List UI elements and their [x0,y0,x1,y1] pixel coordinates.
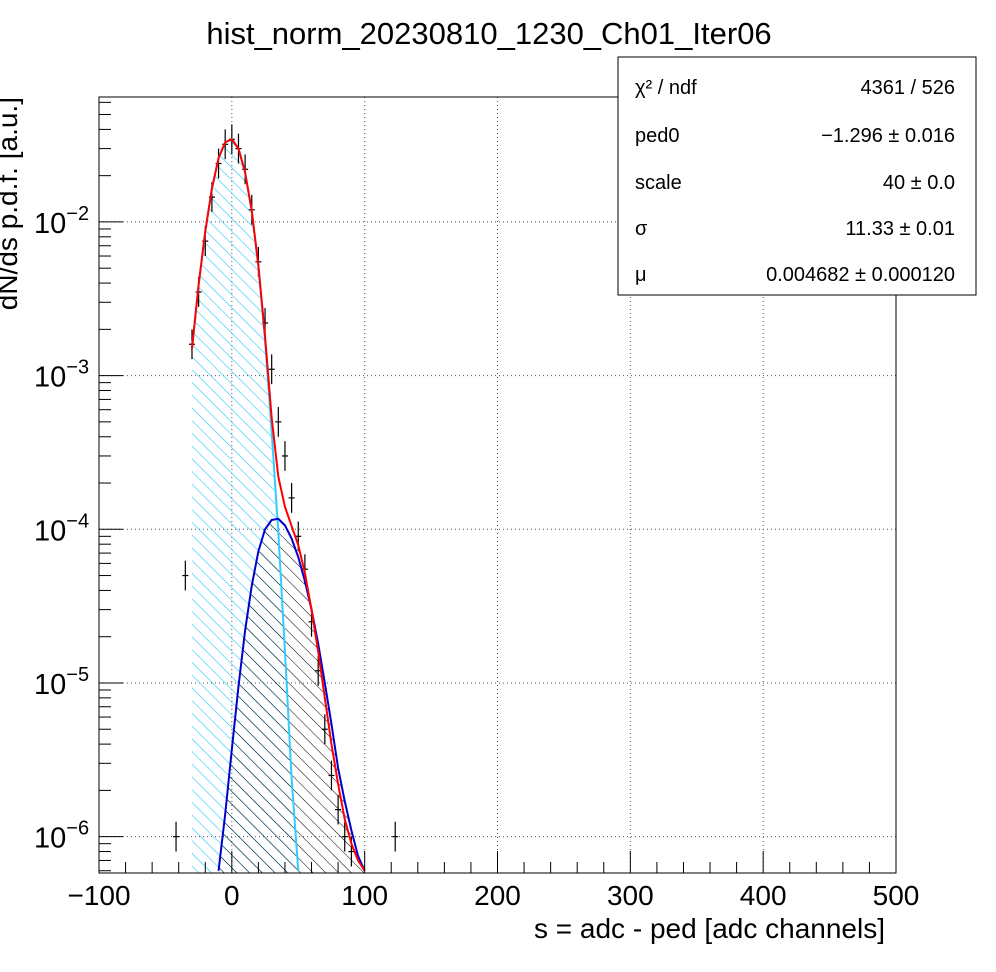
data-point [392,821,399,852]
stats-row-label: scale [635,172,682,194]
y-tick-label: 10−3 [34,357,89,394]
stats-box-frame [617,56,977,296]
chart-title: hist_norm_20230810_1230_Ch01_Iter06 [206,16,771,51]
x-tick-label: 100 [341,880,388,911]
data-point [335,794,342,825]
y-axis-label: dN/ds p.d.f. [a.u.] [0,97,23,310]
y-axis: 10−6 10−5 10−4 10−3 10−2 [34,101,123,872]
stats-row-value: 4361 / 526 [860,77,955,99]
x-axis: −100 0 100 200 300 400 500 [67,851,919,911]
signal-hatched-area [218,518,365,873]
x-tick-label: −100 [67,880,130,911]
data-point [173,821,180,852]
y-tick-label: 10−6 [34,818,89,855]
fit-statistics-box: χ² / ndf 4361 / 526 ped0 −1.296 ± 0.016 scal… [617,56,977,296]
stats-row-value: −1.296 ± 0.016 [821,125,955,147]
y-tick-label: 10−2 [34,203,89,240]
stats-row-value: 0.004682 ± 0.000120 [766,264,955,286]
fit-curves [190,138,366,872]
data-point [321,714,328,745]
data-point [281,441,288,471]
y-tick-label: 10−5 [34,664,89,701]
stats-row-label: σ [635,218,648,240]
data-point [341,821,348,852]
stats-row-value: 40 ± 0.0 [883,172,955,194]
x-tick-label: 400 [740,880,787,911]
data-point [328,760,335,791]
x-tick-label: 0 [224,880,240,911]
x-tick-label: 200 [474,880,521,911]
x-axis-label: s = adc - ped [adc channels] [534,913,885,944]
series-line-total-fit [190,138,366,872]
series-line-signal [217,517,366,872]
data-point [182,560,189,591]
x-tick-label: 300 [607,880,654,911]
data-point [268,354,275,385]
data-point [275,406,282,437]
stats-row-label: μ [635,264,647,286]
data-point [288,483,295,513]
stats-rows: χ² / ndf 4361 / 526 ped0 −1.296 ± 0.016 scal… [635,77,955,286]
y-tick-label: 10−4 [34,510,89,547]
stats-row-label: χ² / ndf [635,77,697,99]
stats-row-label: ped0 [635,125,680,147]
x-tick-label: 500 [873,880,920,911]
stats-row-value: 11.33 ± 0.01 [845,218,955,240]
